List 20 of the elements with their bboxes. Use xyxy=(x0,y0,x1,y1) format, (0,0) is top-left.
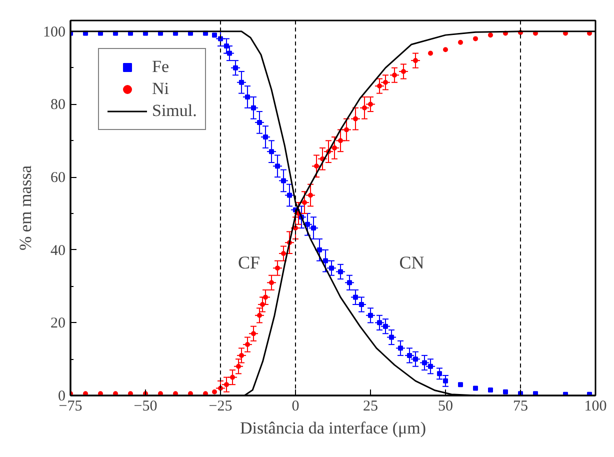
y-tick-label: 60 xyxy=(50,170,66,186)
y-tick-label: 80 xyxy=(50,97,66,114)
x-tick-label: 75 xyxy=(513,398,528,414)
x-axis-title: Distância da interface (μm) xyxy=(240,418,426,438)
y-tick-label: 100 xyxy=(43,24,66,40)
legend-label: Fe xyxy=(152,57,170,77)
x-tick-label: 25 xyxy=(363,398,378,414)
legend-label: Ni xyxy=(152,79,170,99)
y-tick-label: 20 xyxy=(50,316,66,332)
x-tick-label: −25 xyxy=(208,398,232,414)
x-tick-label: −50 xyxy=(134,398,158,414)
y-tick-label: 0 xyxy=(58,388,66,404)
x-tick-label: 0 xyxy=(292,398,300,414)
y-tick-label: 40 xyxy=(50,242,66,259)
x-tick-label: 100 xyxy=(584,398,607,414)
y-axis-title: % em massa xyxy=(16,165,35,250)
x-tick-label: 50 xyxy=(438,398,453,414)
annotation: CN xyxy=(399,252,424,272)
annotation: CF xyxy=(238,252,260,272)
legend-label: Simul. xyxy=(152,101,197,121)
